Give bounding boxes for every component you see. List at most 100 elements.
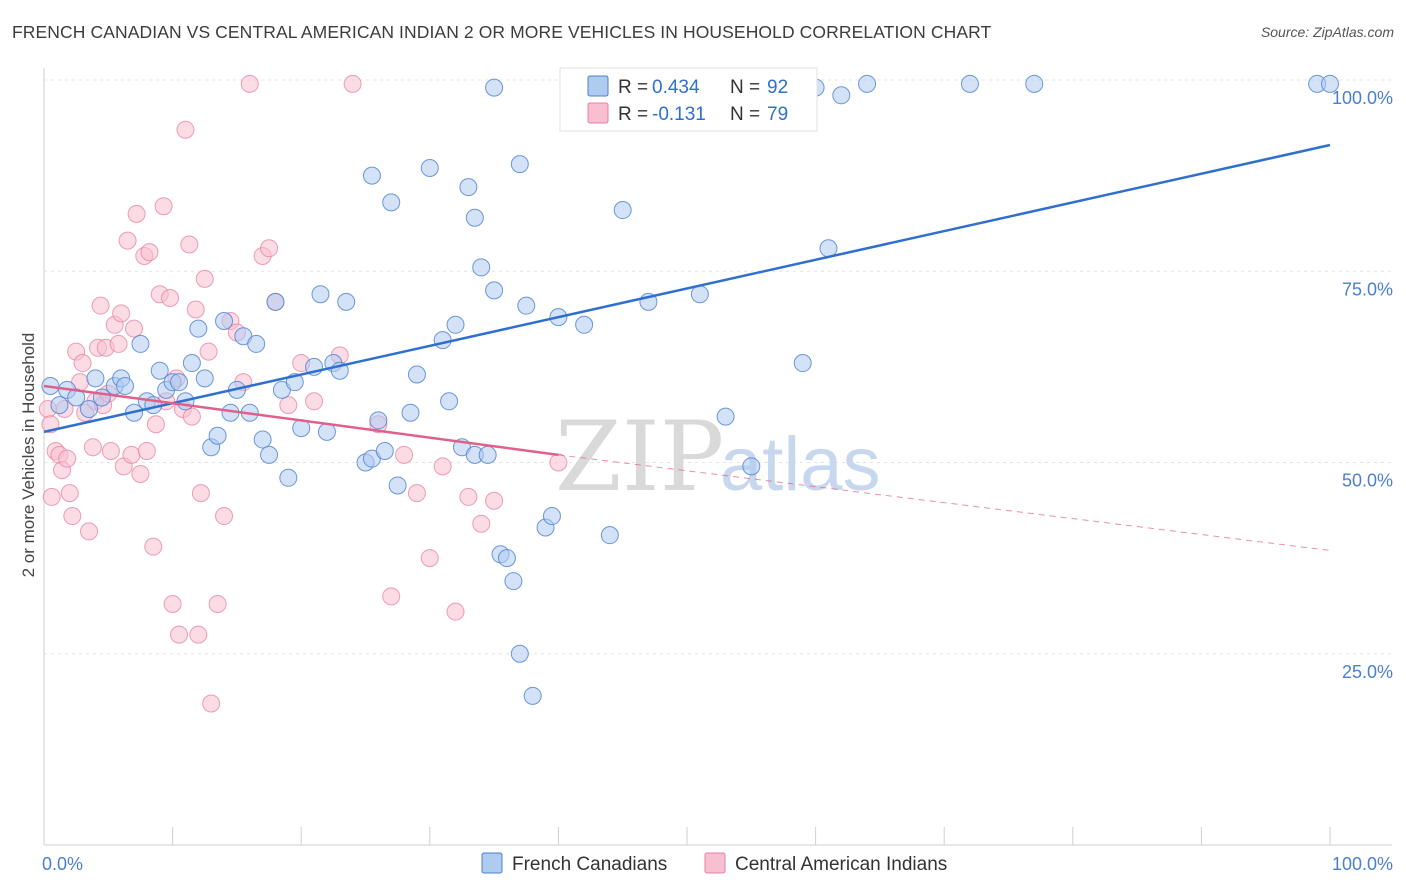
pink-point-71 (407, 484, 426, 503)
blue-point-69 (523, 686, 542, 705)
legend-r-label-2: R = (618, 104, 648, 125)
pink-point-18 (91, 296, 110, 315)
pink-point-34 (140, 243, 159, 262)
pink-point-24 (109, 334, 128, 353)
bottom-legend-label-2: Central American Indians (735, 854, 947, 875)
blue-point-19 (182, 354, 201, 373)
pink-point-28 (122, 445, 141, 464)
pink-point-78 (549, 453, 568, 472)
blue-point-17 (170, 373, 189, 392)
pink-point-55 (215, 507, 234, 526)
legend-n-label-2: N = (730, 104, 760, 125)
pink-point-8 (60, 484, 79, 503)
blue-point-50 (401, 403, 420, 422)
blue-point-67 (510, 644, 529, 663)
legend-r-label-1: R = (618, 77, 648, 98)
bottom-legend-swatch-blue (481, 852, 503, 874)
blue-point-1 (50, 396, 69, 415)
blue-point-74 (600, 526, 619, 545)
watermark-zip: ZIP (555, 401, 724, 513)
y-tick-label-25: 25.0% (1342, 662, 1393, 682)
pink-point-25 (112, 304, 131, 323)
blue-point-54 (440, 392, 459, 411)
blue-point-3 (67, 388, 86, 407)
blue-point-20 (189, 319, 208, 338)
pink-point-73 (433, 457, 452, 476)
blue-point-89 (1321, 74, 1339, 93)
blue-point-64 (497, 549, 516, 568)
blue-point-90 (485, 78, 504, 97)
blue-point-11 (131, 334, 150, 353)
pink-point-75 (459, 487, 478, 506)
pink-point-29 (125, 319, 144, 338)
pink-point-40 (161, 289, 180, 308)
blue-point-84 (832, 86, 851, 105)
pink-point-48 (186, 300, 205, 319)
pink-point-38 (154, 197, 173, 216)
blue-point-86 (960, 74, 979, 93)
y-tick-label-50: 50.0% (1342, 471, 1393, 491)
legend-swatch-pink (587, 102, 609, 124)
blue-point-80 (742, 457, 761, 476)
blue-point-78 (690, 285, 709, 304)
legend-n-value-1: 92 (767, 77, 788, 98)
blue-point-81 (793, 354, 812, 373)
pink-point-14 (80, 522, 99, 541)
blue-point-65 (504, 572, 523, 591)
pink-point-54 (208, 595, 227, 614)
blue-point-42 (337, 292, 356, 311)
pink-point-12 (73, 354, 92, 373)
pink-point-2 (42, 487, 61, 506)
blue-point-39 (317, 422, 336, 441)
grid-lines (44, 79, 1392, 655)
pink-point-65 (305, 392, 324, 411)
y-tick-labels: 25.0% 50.0% 75.0% 100.0% (1332, 88, 1393, 682)
blue-point-85 (858, 74, 877, 93)
blue-point-58 (465, 208, 484, 227)
blue-point-79 (716, 407, 735, 426)
blue-point-52 (420, 158, 439, 177)
pink-point-77 (485, 491, 504, 510)
blue-point-68 (517, 296, 536, 315)
blue-point-49 (388, 476, 407, 495)
pink-point-15 (83, 438, 102, 457)
pink-point-35 (144, 537, 163, 556)
blue-point-9 (116, 377, 135, 395)
pink-point-7 (58, 449, 77, 468)
pink-point-41 (163, 595, 182, 614)
x-tick-label-0: 0.0% (42, 854, 83, 874)
blue-point-87 (1025, 74, 1044, 93)
series-legend: French Canadians Central American Indian… (481, 852, 947, 875)
pink-point-63 (279, 396, 298, 415)
pink-point-59 (240, 74, 259, 93)
blue-point-45 (369, 411, 388, 430)
blue-point-24 (215, 311, 234, 330)
blue-point-14 (150, 361, 169, 380)
blue-point-51 (407, 365, 426, 384)
blue-point-32 (266, 292, 285, 311)
source-label: Source: ZipAtlas.com (1260, 24, 1394, 40)
y-tick-label-100: 100.0% (1332, 88, 1393, 108)
pink-point-52 (199, 342, 218, 361)
blue-point-71 (542, 507, 561, 526)
pink-trend-extension (558, 454, 1331, 551)
y-tick-label-75: 75.0% (1342, 279, 1393, 299)
pink-point-74 (446, 602, 465, 621)
blue-point-47 (375, 442, 394, 461)
blue-point-73 (575, 315, 594, 334)
blue-point-48 (382, 193, 401, 212)
trend-lines (43, 143, 1331, 551)
pink-point-27 (118, 231, 137, 250)
blue-point-53 (433, 331, 452, 350)
blue-point-60 (472, 258, 491, 277)
pink-point-69 (382, 587, 401, 606)
blue-point-4 (80, 399, 99, 418)
pink-point-67 (343, 74, 362, 93)
x-tick-labels: 0.0% 100.0% (42, 854, 1393, 874)
blue-trend-line (43, 143, 1331, 434)
axes (43, 68, 1392, 846)
french-canadians-points (41, 74, 1339, 705)
pink-point-72 (420, 549, 439, 568)
blue-point-21 (195, 369, 214, 388)
bottom-legend-swatch-pink (704, 852, 726, 874)
